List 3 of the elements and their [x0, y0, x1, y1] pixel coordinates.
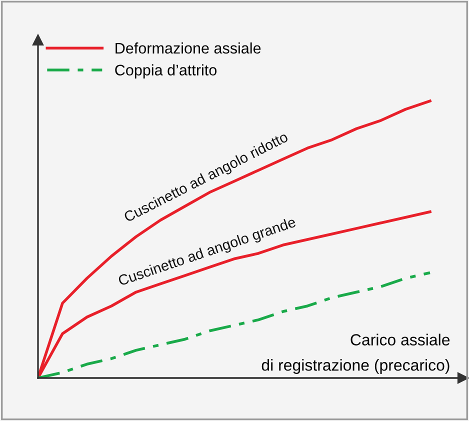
x-axis-title: Carico assiale di registrazione (precarico) — [262, 334, 450, 374]
legend-label: Coppia d’attrito — [115, 64, 217, 79]
legend-label: Deformazione assiale — [116, 42, 261, 54]
